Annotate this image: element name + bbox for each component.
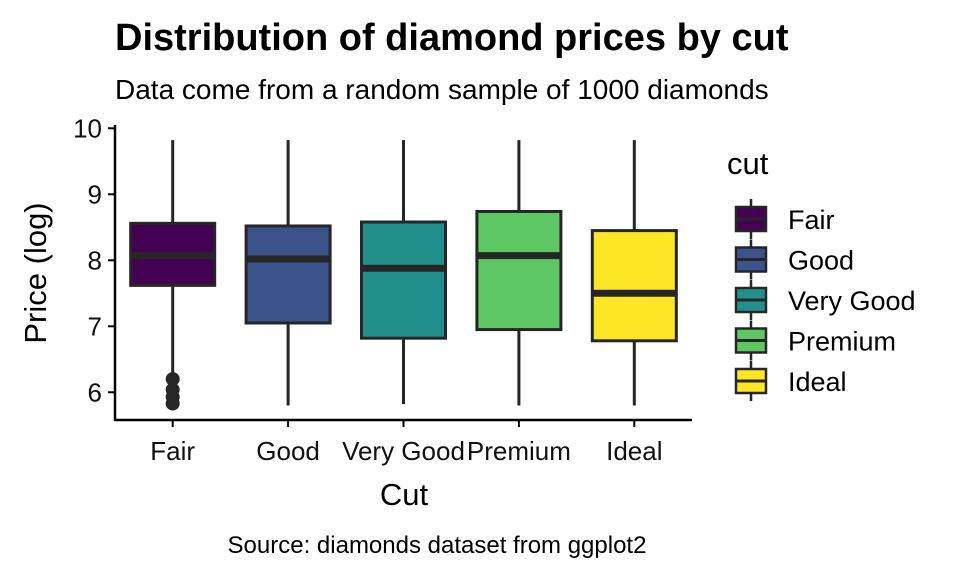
- box-ideal: [590, 140, 678, 406]
- box-fair: [129, 140, 217, 411]
- legend-title: cut: [727, 146, 769, 181]
- chart-caption: Source: diamonds dataset from ggplot2: [228, 532, 647, 559]
- legend-label: Premium: [788, 327, 896, 357]
- legend-item-fair: Fair: [734, 199, 835, 239]
- box-iqr: [360, 220, 447, 340]
- box-very-good: [360, 140, 447, 405]
- outlier-point: [165, 372, 180, 387]
- x-axis-title: Cut: [380, 477, 429, 512]
- legend-label: Fair: [788, 205, 835, 235]
- legend-label: Good: [788, 246, 854, 276]
- box-iqr: [475, 209, 563, 332]
- y-tick-label: 7: [88, 311, 102, 341]
- box-good: [244, 140, 332, 406]
- y-tick-label: 10: [73, 113, 102, 143]
- box-iqr: [244, 224, 332, 325]
- y-axis-title: Price (log): [18, 202, 53, 343]
- x-tick-label: Premium: [467, 436, 571, 466]
- legend: cut Fair Good Very Good Premium Ideal: [727, 146, 916, 401]
- x-tick-label: Fair: [150, 436, 195, 466]
- x-tick-label: Good: [256, 436, 320, 466]
- legend-label: Very Good: [788, 286, 916, 316]
- legend-item-very-good: Very Good: [734, 280, 916, 320]
- box-premium: [475, 140, 563, 406]
- plot-area: 6 7 8 9 10 Fair Good Very Good Premium Ideal: [73, 113, 692, 466]
- y-tick-label: 9: [88, 179, 102, 209]
- x-tick-label: Very Good: [342, 436, 465, 466]
- y-tick-label: 8: [88, 245, 102, 275]
- legend-label: Ideal: [788, 367, 847, 397]
- y-tick-label: 6: [88, 377, 102, 407]
- legend-item-premium: Premium: [734, 320, 896, 361]
- legend-item-good: Good: [734, 239, 854, 280]
- x-tick-label: Ideal: [606, 436, 662, 466]
- box-iqr: [590, 229, 678, 343]
- chart-title: Distribution of diamond prices by cut: [115, 17, 789, 59]
- chart-subtitle: Data come from a random sample of 1000 d…: [115, 74, 769, 105]
- outlier-point: [165, 396, 180, 411]
- legend-item-ideal: Ideal: [734, 361, 847, 401]
